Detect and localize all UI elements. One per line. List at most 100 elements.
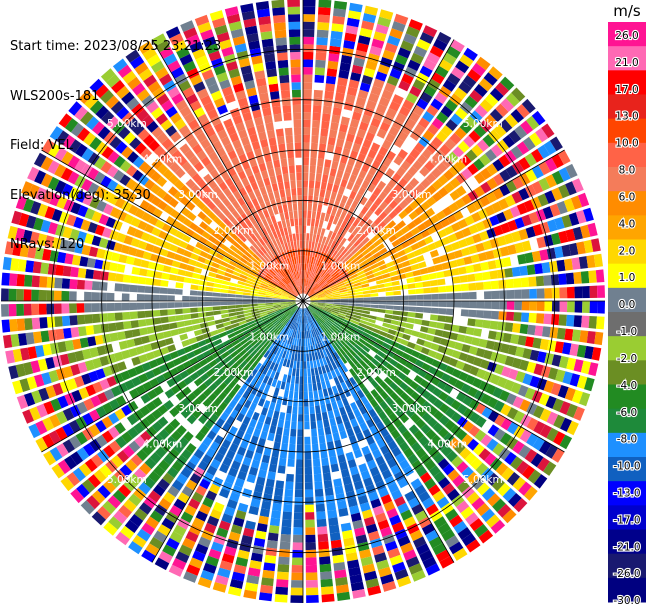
range-gate <box>225 328 234 335</box>
range-gate <box>306 353 310 362</box>
range-gate <box>473 124 487 138</box>
range-gate <box>305 323 308 331</box>
range-gate <box>419 65 433 78</box>
range-gate <box>347 292 356 296</box>
range-gate <box>331 250 338 258</box>
range-gate <box>304 323 307 332</box>
range-gate <box>288 29 301 38</box>
range-gate <box>526 361 537 374</box>
range-gate <box>504 355 515 367</box>
range-gate <box>244 312 252 317</box>
range-gate <box>385 291 394 296</box>
range-gate <box>307 279 311 287</box>
range-gate <box>376 128 387 139</box>
range-gate <box>283 318 289 325</box>
range-gate <box>431 301 439 307</box>
range-gate <box>333 8 346 18</box>
colorbar-unit: m/s <box>613 2 641 20</box>
range-gate <box>322 271 328 279</box>
range-gate <box>461 168 473 180</box>
range-gate <box>53 290 62 301</box>
range-gate <box>129 302 138 311</box>
range-gate <box>232 383 241 393</box>
range-gate <box>424 160 436 172</box>
range-gate <box>235 294 243 298</box>
range-gate <box>471 144 484 157</box>
range-gate <box>242 341 251 349</box>
range-gate <box>237 446 247 457</box>
range-gate <box>250 552 263 562</box>
range-gate <box>343 319 352 325</box>
range-gate <box>128 473 142 487</box>
range-gate <box>353 408 362 418</box>
range-gate <box>339 291 348 295</box>
range-gate <box>276 174 283 183</box>
range-gate <box>291 337 296 346</box>
range-gate <box>344 32 357 42</box>
range-gate <box>310 150 318 159</box>
range-gate <box>288 303 296 307</box>
range-gate <box>323 263 330 271</box>
range-gate <box>216 343 225 351</box>
range-gate <box>454 159 466 172</box>
range-gate <box>280 82 290 91</box>
range-gate <box>374 197 383 207</box>
range-gate <box>335 278 344 284</box>
range-gate <box>336 349 343 358</box>
range-gate <box>324 90 334 100</box>
range-gate <box>439 338 449 347</box>
range-gate <box>493 428 506 441</box>
range-gate <box>356 415 365 425</box>
range-ring-label: 2.00km <box>356 225 396 237</box>
range-gate <box>471 477 485 490</box>
range-gate <box>258 16 271 26</box>
range-gate <box>527 469 542 484</box>
range-gate <box>463 335 473 345</box>
range-gate <box>437 278 446 286</box>
range-gate <box>311 313 317 320</box>
range-gate <box>317 292 325 297</box>
range-gate <box>269 425 277 434</box>
range-gate <box>388 210 398 220</box>
range-gate <box>573 271 582 284</box>
range-gate <box>213 387 223 397</box>
range-gate <box>401 366 411 376</box>
range-gate <box>342 274 350 280</box>
range-gate <box>236 346 245 354</box>
range-gate <box>253 428 261 438</box>
range-gate <box>136 302 145 310</box>
range-gate <box>407 312 416 318</box>
range-gate <box>355 96 367 107</box>
range-gate <box>273 307 282 311</box>
range-gate <box>267 310 275 315</box>
range-gate <box>468 345 478 356</box>
range-gate <box>229 578 244 589</box>
range-gate <box>271 510 281 519</box>
range-gate <box>246 334 255 341</box>
range-gate <box>338 366 345 375</box>
range-gate <box>392 258 402 265</box>
range-gate <box>281 305 289 308</box>
range-gate <box>479 119 492 133</box>
range-gate <box>513 278 522 288</box>
range-gate <box>149 536 164 550</box>
range-gate <box>389 28 403 40</box>
range-gate <box>288 367 293 376</box>
range-gate <box>464 452 477 465</box>
range-gate <box>279 212 285 221</box>
range-gate <box>290 428 297 437</box>
range-gate <box>458 325 468 334</box>
range-gate <box>307 315 310 323</box>
range-gate <box>262 375 270 384</box>
range-gate <box>352 218 360 228</box>
range-gate <box>451 368 462 379</box>
range-gate <box>571 329 581 342</box>
range-gate <box>108 426 120 439</box>
range-gate <box>332 107 342 116</box>
range-gate <box>316 307 324 313</box>
range-gate <box>538 393 550 406</box>
range-gate <box>363 266 372 273</box>
range-gate <box>282 204 288 213</box>
range-gate <box>258 309 267 313</box>
range-gate <box>213 397 223 407</box>
